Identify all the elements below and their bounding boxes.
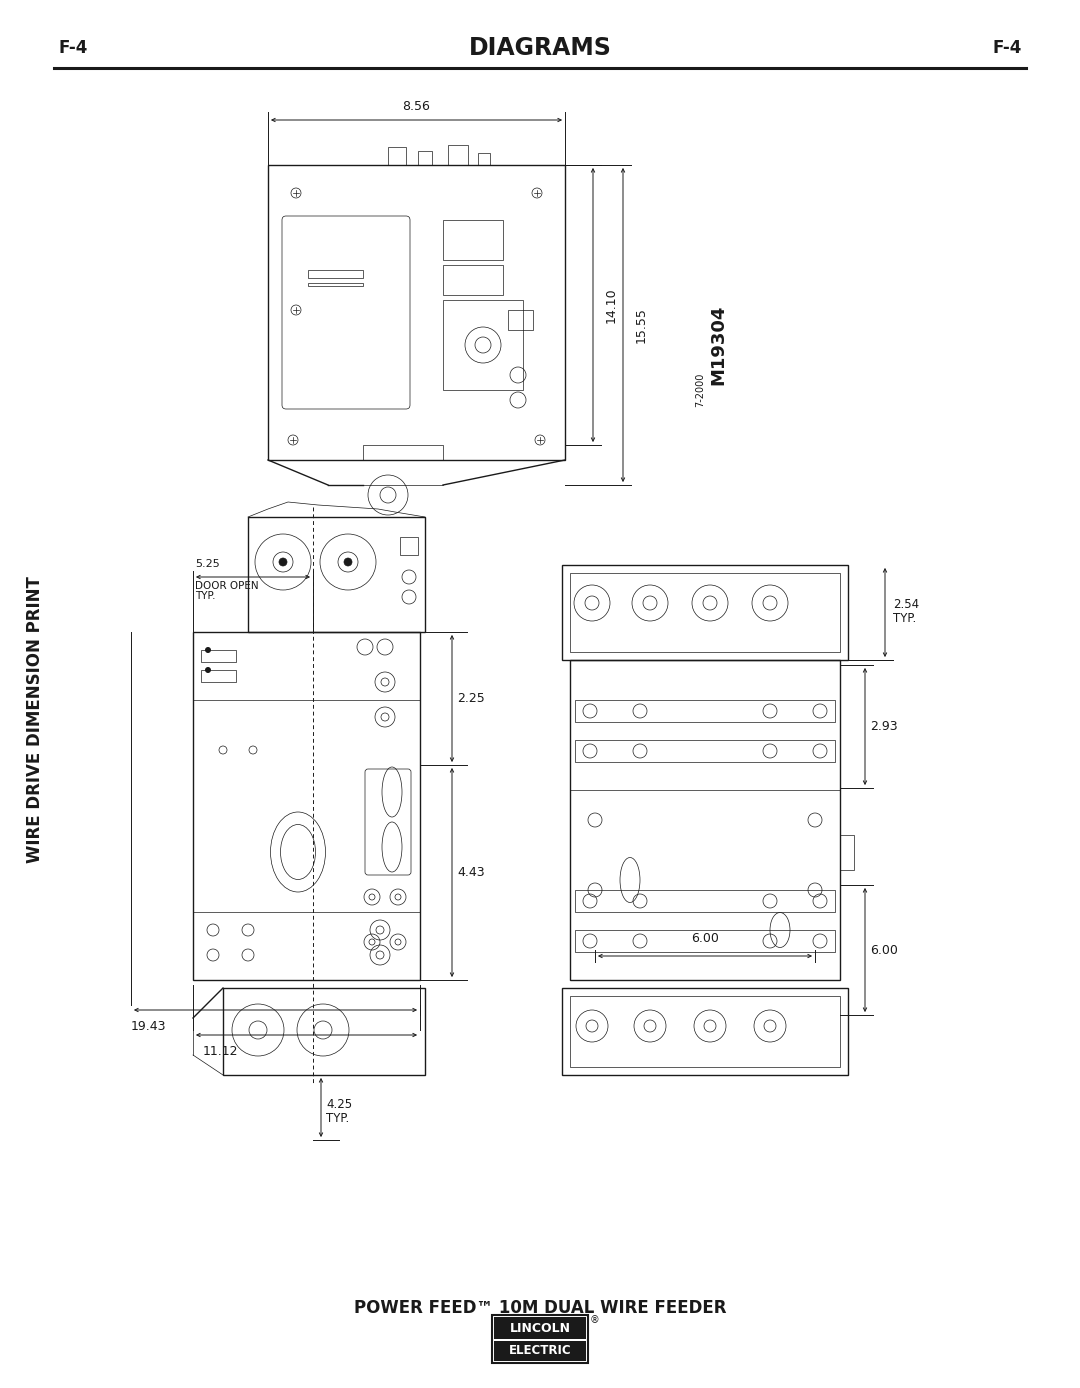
Bar bbox=[570, 997, 840, 1067]
Text: POWER FEED™ 10M DUAL WIRE FEEDER: POWER FEED™ 10M DUAL WIRE FEEDER bbox=[354, 1299, 726, 1317]
Text: LINCOLN: LINCOLN bbox=[510, 1321, 570, 1334]
Text: TYP.: TYP. bbox=[893, 612, 916, 625]
Circle shape bbox=[205, 647, 211, 652]
Bar bbox=[448, 144, 468, 165]
Bar bbox=[494, 1317, 586, 1339]
Circle shape bbox=[345, 558, 352, 566]
Text: DOOR OPEN: DOOR OPEN bbox=[195, 582, 258, 591]
Text: 15.55: 15.55 bbox=[635, 307, 648, 343]
Text: ELECTRIC: ELECTRIC bbox=[509, 1345, 571, 1357]
Bar bbox=[575, 890, 835, 912]
Text: 2.25: 2.25 bbox=[457, 693, 485, 705]
Bar bbox=[570, 573, 840, 652]
Bar bbox=[494, 1341, 586, 1362]
Bar bbox=[562, 565, 848, 661]
Bar bbox=[443, 221, 503, 260]
Bar bbox=[268, 165, 565, 459]
Bar bbox=[443, 265, 503, 296]
Text: F-4: F-4 bbox=[58, 39, 87, 57]
Bar bbox=[570, 661, 840, 980]
Bar bbox=[363, 446, 443, 459]
Bar bbox=[308, 283, 363, 286]
Text: 2.93: 2.93 bbox=[870, 720, 897, 733]
Bar bbox=[575, 700, 835, 722]
Bar bbox=[201, 670, 237, 682]
Bar bbox=[508, 310, 534, 330]
Bar bbox=[575, 930, 835, 952]
Text: M19304: M19304 bbox=[708, 305, 727, 386]
Text: WIRE DRIVE DIMENSION PRINT: WIRE DRIVE DIMENSION PRINT bbox=[26, 576, 44, 863]
Bar bbox=[478, 153, 490, 165]
Text: 5.25: 5.25 bbox=[195, 559, 219, 569]
Bar bbox=[193, 632, 420, 980]
Text: 4.25: 4.25 bbox=[326, 1098, 352, 1112]
Bar bbox=[308, 271, 363, 278]
Text: 4.43: 4.43 bbox=[457, 866, 485, 879]
Bar bbox=[222, 988, 426, 1074]
Text: F-4: F-4 bbox=[993, 39, 1022, 57]
Text: 7-2000: 7-2000 bbox=[696, 373, 705, 407]
Bar bbox=[443, 300, 523, 390]
Text: 6.00: 6.00 bbox=[691, 931, 719, 945]
Circle shape bbox=[279, 558, 287, 566]
Circle shape bbox=[205, 668, 211, 673]
Text: 11.12: 11.12 bbox=[203, 1045, 239, 1058]
Bar bbox=[388, 147, 406, 165]
Bar bbox=[400, 537, 418, 555]
Text: DIAGRAMS: DIAGRAMS bbox=[469, 36, 611, 60]
Bar bbox=[575, 740, 835, 762]
Bar bbox=[248, 516, 426, 632]
Text: TYP.: TYP. bbox=[195, 591, 216, 601]
Bar bbox=[562, 988, 848, 1074]
Text: 14.10: 14.10 bbox=[605, 287, 618, 323]
Text: 2.54: 2.54 bbox=[893, 598, 919, 611]
Text: ®: ® bbox=[590, 1314, 599, 1326]
Text: 19.43: 19.43 bbox=[131, 1020, 166, 1033]
Bar bbox=[840, 836, 854, 870]
Bar bbox=[418, 151, 432, 165]
Text: 8.56: 8.56 bbox=[403, 100, 431, 112]
Bar bbox=[492, 1314, 588, 1363]
Text: TYP.: TYP. bbox=[326, 1113, 349, 1126]
Bar bbox=[201, 650, 237, 662]
Text: 6.00: 6.00 bbox=[870, 944, 897, 956]
